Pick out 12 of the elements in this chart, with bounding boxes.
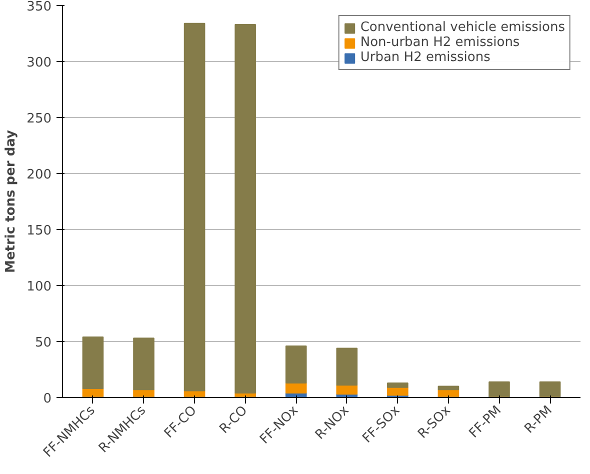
y-tick-label: 250	[26, 112, 52, 126]
y-tick-label: 150	[26, 224, 52, 238]
y-tick-label: 300	[26, 56, 52, 70]
y-tick-label: 200	[26, 168, 52, 182]
y-tick-label: 100	[26, 280, 52, 294]
legend-label: Non-urban H2 emissions	[360, 35, 520, 50]
y-tick-label: 350	[26, 0, 52, 14]
legend-label: Urban H2 emissions	[360, 50, 490, 65]
y-axis-title: Metric tons per day	[4, 130, 19, 273]
y-tick-label: 0	[43, 392, 52, 406]
y-tick-label: 50	[34, 336, 52, 350]
legend-label: Conventional vehicle emissions	[360, 20, 565, 35]
